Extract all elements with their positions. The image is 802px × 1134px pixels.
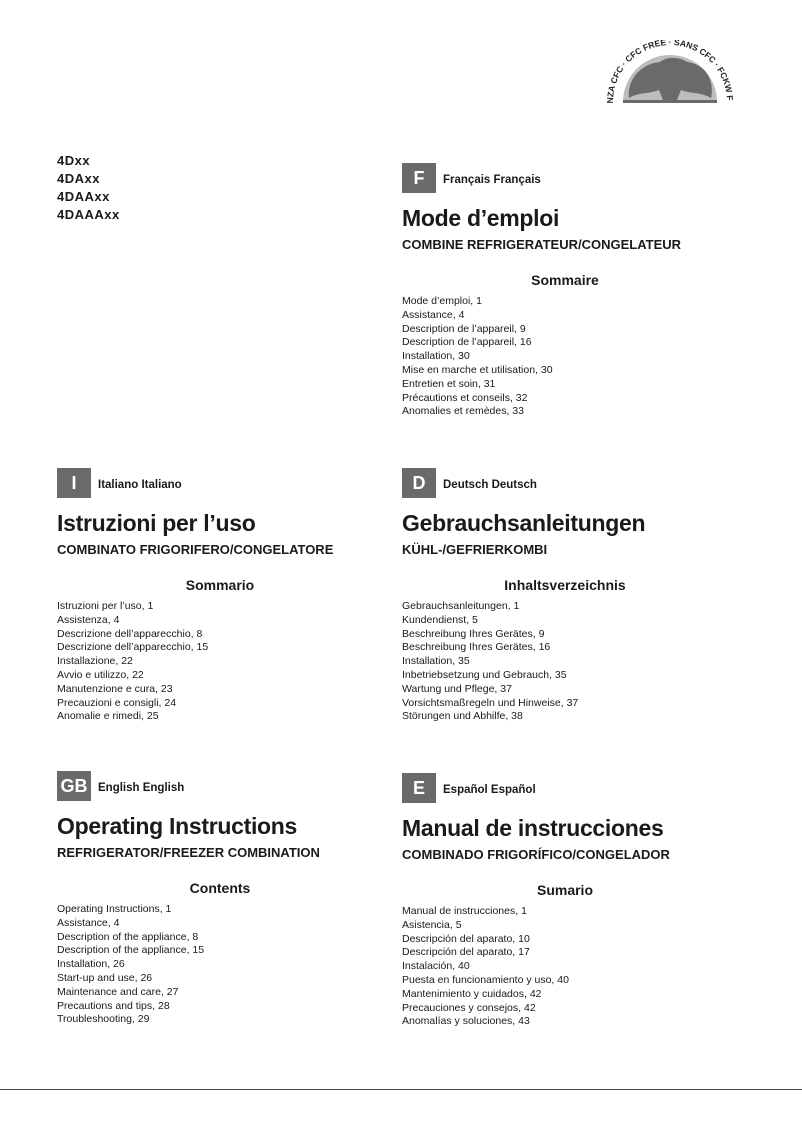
contents-item: Descripción del aparato, 10 bbox=[402, 932, 530, 945]
contents-item: Beschreibung Ihres Gerätes, 16 bbox=[402, 641, 551, 654]
contents-item: Assistance, 4 bbox=[402, 308, 465, 321]
contents-item: Gebrauchsanleitungen, 1 bbox=[402, 600, 520, 612]
contents-item: Precautions and tips, 28 bbox=[57, 999, 170, 1012]
contents-item: Anomalies et remèdes, 33 bbox=[402, 405, 524, 418]
contents-item: Avvio e utilizzo, 22 bbox=[57, 668, 144, 681]
language-label: Italiano Italiano bbox=[98, 479, 182, 491]
section-subtitle: COMBINATO FRIGORIFERO/CONGELATORE bbox=[57, 542, 334, 557]
contents-item: Description of the appliance, 8 bbox=[57, 930, 199, 943]
contents-item: Installation, 26 bbox=[57, 958, 125, 971]
contents-item: Precauciones y consejos, 42 bbox=[402, 1001, 536, 1014]
model-code: 4DAAAxx bbox=[57, 207, 120, 222]
contents-item: Installation, 35 bbox=[402, 655, 470, 668]
contents-item: Puesta en funcionamiento y uso, 40 bbox=[402, 973, 569, 986]
contents-item: Inbetriebsetzung und Gebrauch, 35 bbox=[402, 668, 567, 681]
contents-item: Précautions et conseils, 32 bbox=[402, 391, 528, 404]
section-title: Gebrauchsanleitungen bbox=[402, 510, 646, 536]
contents-item: Manual de instrucciones, 1 bbox=[402, 905, 527, 917]
contents-item: Asistencia, 5 bbox=[402, 918, 462, 931]
contents-item: Istruzioni per l’uso, 1 bbox=[57, 600, 154, 612]
contents-item: Precauzioni e consigli, 24 bbox=[57, 696, 177, 709]
contents-item: Kundendienst, 5 bbox=[402, 613, 478, 626]
contents-item: Instalación, 40 bbox=[402, 960, 470, 973]
section-title: Istruzioni per l’uso bbox=[57, 510, 256, 536]
contents-heading: Sommaire bbox=[531, 272, 599, 288]
contents-item: Start-up and use, 26 bbox=[57, 971, 153, 984]
contents-item: Entretien et soin, 31 bbox=[402, 377, 496, 390]
model-list: 4Dxx 4DAxx 4DAAxx 4DAAAxx bbox=[57, 152, 120, 224]
section-title: Mode d’emploi bbox=[402, 205, 560, 231]
contents-item: Mise en marche et utilisation, 30 bbox=[402, 363, 553, 376]
contents-item: Descripción del aparato, 17 bbox=[402, 946, 530, 959]
contents-item: Beschreibung Ihres Gerätes, 9 bbox=[402, 627, 545, 640]
contents-heading: Sommario bbox=[185, 577, 255, 593]
section-subtitle: KÜHL-/GEFRIERKOMBI bbox=[402, 542, 548, 557]
language-badge: GB bbox=[57, 771, 91, 801]
language-section-gb: GB English English Operating Instructions… bbox=[57, 771, 387, 1027]
contents-heading: Sumario bbox=[536, 882, 593, 898]
page-divider bbox=[0, 1089, 802, 1090]
section-subtitle: COMBINE REFRIGERATEUR/CONGELATEUR bbox=[402, 237, 682, 252]
contents-item: Anomalie e rimedi, 25 bbox=[57, 710, 159, 723]
contents-item: Assistance, 4 bbox=[57, 916, 120, 929]
language-badge: F bbox=[402, 163, 436, 193]
language-label: Français Français bbox=[443, 174, 541, 186]
contents-item: Operating Instructions, 1 bbox=[57, 903, 172, 915]
language-badge: E bbox=[402, 773, 436, 803]
contents-item: Manutenzione e cura, 23 bbox=[57, 682, 173, 695]
model-code: 4DAxx bbox=[57, 171, 100, 186]
model-code: 4Dxx bbox=[57, 153, 91, 168]
section-subtitle: COMBINADO FRIGORÍFICO/CONGELADOR bbox=[402, 847, 670, 862]
language-label: English English bbox=[98, 782, 185, 794]
language-badge: I bbox=[57, 468, 91, 498]
model-code: 4DAAxx bbox=[57, 189, 110, 204]
contents-item: Mantenimiento y cuidados, 42 bbox=[402, 987, 542, 1000]
contents-list: Operating Instructions, 1 Assistance, 4 De… bbox=[57, 903, 387, 1027]
contents-item: Anomalías y soluciones, 43 bbox=[402, 1015, 530, 1028]
contents-item: Mode d’emploi, 1 bbox=[402, 295, 482, 307]
contents-item: Description de l’appareil, 16 bbox=[402, 336, 532, 349]
section-subtitle: REFRIGERATOR/FREEZER COMBINATION bbox=[57, 845, 320, 860]
contents-item: Description de l’appareil, 9 bbox=[402, 322, 526, 335]
contents-item: Installation, 30 bbox=[402, 350, 470, 363]
contents-heading: Inhaltsverzeichnis bbox=[504, 577, 626, 593]
language-section-d: D Deutsch Deutsch Gebrauchsanleitungen KÜ… bbox=[402, 468, 732, 724]
contents-list: Mode d’emploi, 1 Assistance, 4 Description… bbox=[402, 295, 732, 419]
contents-heading: Contents bbox=[189, 880, 251, 896]
contents-item: Assistenza, 4 bbox=[57, 613, 120, 626]
contents-item: Störungen und Abhilfe, 38 bbox=[402, 710, 523, 723]
contents-item: Description of the appliance, 15 bbox=[57, 944, 205, 957]
contents-item: Descrizione dell’apparecchio, 15 bbox=[57, 641, 209, 654]
contents-item: Installazione, 22 bbox=[57, 655, 133, 668]
language-label: Deutsch Deutsch bbox=[443, 479, 537, 491]
contents-list: Gebrauchsanleitungen, 1 Kundendienst, 5 Be… bbox=[402, 600, 732, 724]
language-section-e: E Español Español Manual de instrucciones… bbox=[402, 773, 732, 1029]
contents-list: Istruzioni per l’uso, 1 Assistenza, 4 Desc… bbox=[57, 600, 387, 724]
section-title: Operating Instructions bbox=[57, 813, 298, 839]
section-title: Manual de instrucciones bbox=[402, 815, 664, 841]
contents-item: Descrizione dell’apparecchio, 8 bbox=[57, 627, 203, 640]
cfc-free-logo: SENZA CFC · CFC FREE · SANS CFC · FCKW F… bbox=[605, 40, 735, 104]
contents-item: Maintenance and care, 27 bbox=[57, 985, 179, 998]
language-label: Español Español bbox=[443, 784, 536, 796]
contents-item: Wartung und Pflege, 37 bbox=[402, 682, 512, 695]
contents-item: Troubleshooting, 29 bbox=[57, 1013, 150, 1026]
language-badge: D bbox=[402, 468, 436, 498]
language-section-i: I Italiano Italiano Istruzioni per l’uso … bbox=[57, 468, 387, 724]
contents-item: Vorsichtsmaßregeln und Hinweise, 37 bbox=[402, 696, 579, 709]
language-section-f: F Français Français Mode d’emploi COMBINE… bbox=[402, 163, 732, 419]
